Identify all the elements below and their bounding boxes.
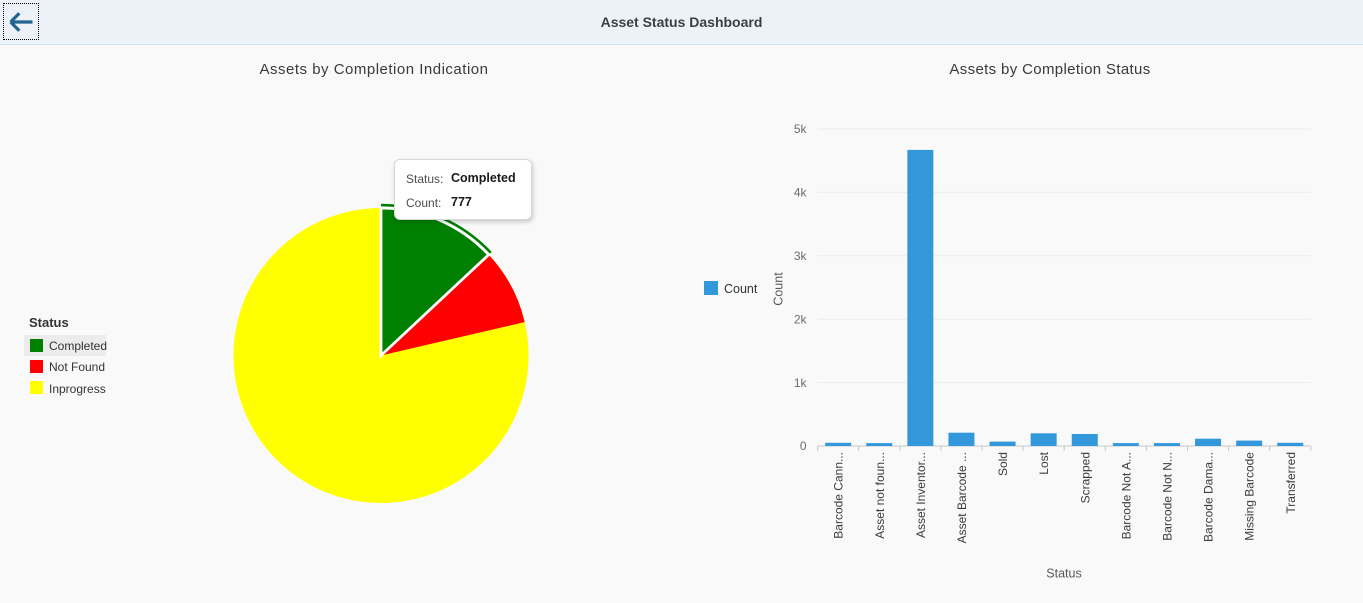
svg-text:4k: 4k	[794, 186, 808, 200]
svg-text:Scrapped: Scrapped	[1078, 452, 1092, 503]
svg-text:1k: 1k	[794, 376, 808, 390]
svg-text:0: 0	[800, 439, 807, 453]
svg-text:Barcode Not A...: Barcode Not A...	[1119, 452, 1133, 539]
svg-text:Missing Barcode: Missing Barcode	[1243, 452, 1257, 541]
svg-text:Count: Count	[771, 272, 785, 306]
svg-text:Asset Barcode ...: Asset Barcode ...	[955, 452, 969, 543]
svg-text:Lost: Lost	[1037, 451, 1051, 474]
svg-text:Asset not foun...: Asset not foun...	[873, 452, 887, 539]
svg-text:5k: 5k	[794, 122, 808, 136]
svg-text:Sold: Sold	[996, 452, 1010, 476]
svg-text:Barcode Not N...: Barcode Not N...	[1160, 452, 1174, 541]
svg-text:Transferred: Transferred	[1284, 452, 1298, 514]
svg-text:Status: Status	[1046, 567, 1081, 581]
svg-text:Barcode Dama...: Barcode Dama...	[1202, 452, 1216, 542]
svg-text:Asset Inventor...: Asset Inventor...	[914, 452, 928, 538]
svg-text:Barcode Cann...: Barcode Cann...	[832, 452, 846, 539]
svg-text:2k: 2k	[794, 312, 808, 326]
svg-text:3k: 3k	[794, 249, 808, 263]
